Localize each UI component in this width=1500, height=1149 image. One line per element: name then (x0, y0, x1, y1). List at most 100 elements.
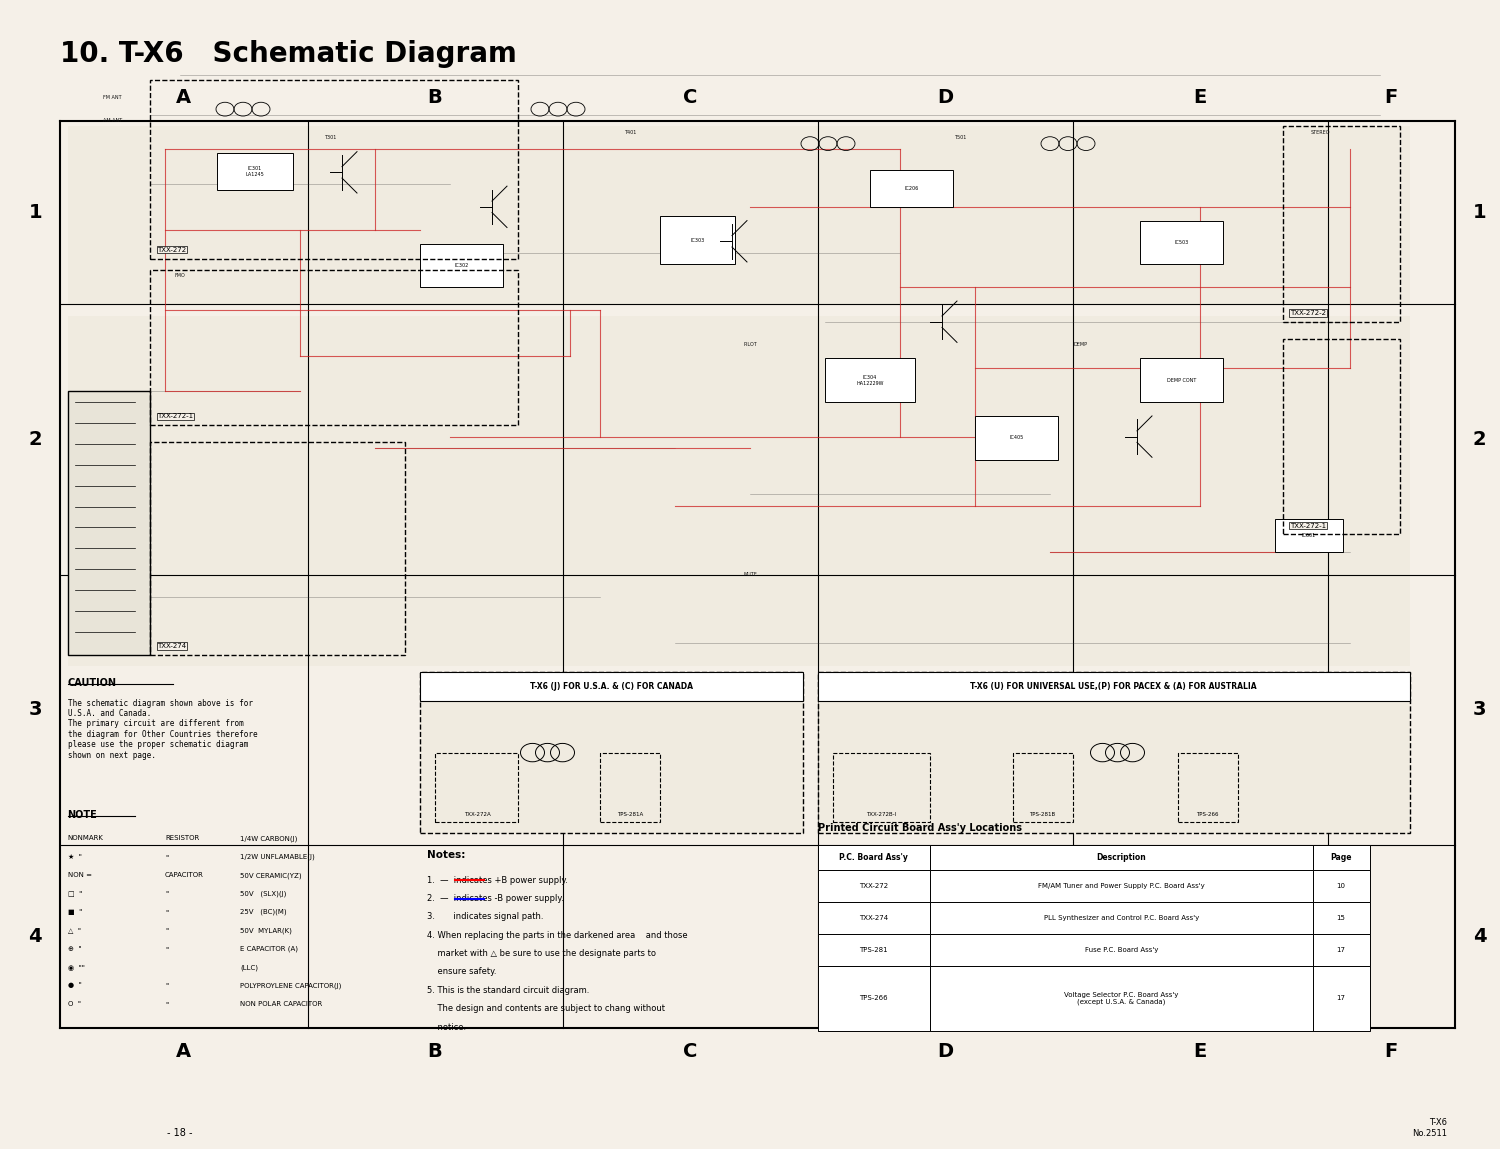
Bar (420, 244, 503, 287)
Bar (1282, 339, 1400, 534)
Text: AM ANT: AM ANT (104, 118, 122, 123)
Text: C: C (682, 1042, 698, 1062)
Text: IC303: IC303 (690, 238, 705, 242)
Text: 4: 4 (28, 927, 42, 946)
Text: DEMP CONT: DEMP CONT (1167, 378, 1196, 383)
Text: A: A (176, 1042, 192, 1062)
Text: IC601: IC601 (1302, 533, 1316, 538)
Text: TXX-272-1: TXX-272-1 (158, 414, 194, 419)
Text: Voltage Selector P.C. Board Ass'y
(except U.S.A. & Canada): Voltage Selector P.C. Board Ass'y (excep… (1064, 992, 1179, 1005)
Text: ": " (165, 946, 168, 951)
Text: 5. This is the standard circuit diagram.: 5. This is the standard circuit diagram. (427, 986, 590, 995)
Text: The design and contents are subject to chang without: The design and contents are subject to c… (427, 1004, 666, 1013)
Text: ensure safety.: ensure safety. (427, 967, 496, 977)
Text: ": " (165, 927, 168, 933)
Text: NON =: NON = (68, 872, 92, 878)
Text: 2: 2 (28, 430, 42, 449)
Text: (LLC): (LLC) (240, 964, 258, 971)
Bar (600, 753, 660, 822)
Text: E: E (1194, 1042, 1206, 1062)
Text: DEMP: DEMP (1072, 342, 1088, 347)
Text: 50V  MYLAR(K): 50V MYLAR(K) (240, 927, 292, 934)
Bar (1312, 902, 1370, 934)
Text: 1: 1 (28, 203, 42, 222)
Text: ★  ": ★ " (68, 854, 81, 859)
Text: △  ": △ " (68, 927, 81, 933)
Text: F: F (1384, 87, 1398, 107)
Text: The schematic diagram shown above is for
U.S.A. and Canada.
The primary circuit : The schematic diagram shown above is for… (68, 699, 256, 759)
Text: NONMARK: NONMARK (68, 835, 104, 841)
Text: notice.: notice. (427, 1023, 466, 1032)
Text: FM ANT: FM ANT (104, 95, 122, 100)
Text: 1/2W UNFLAMABLE(J): 1/2W UNFLAMABLE(J) (240, 854, 315, 861)
Text: FMO: FMO (174, 273, 186, 278)
Text: □  ": □ " (68, 890, 81, 896)
Text: Fuse P.C. Board Ass'y: Fuse P.C. Board Ass'y (1084, 947, 1158, 954)
Text: IC405: IC405 (1010, 435, 1023, 440)
Text: TXX-272A: TXX-272A (464, 812, 490, 817)
Text: A: A (176, 87, 192, 107)
Text: P.C. Board Ass'y: P.C. Board Ass'y (840, 853, 908, 862)
Bar (150, 80, 518, 259)
Text: NON POLAR CAPACITOR: NON POLAR CAPACITOR (240, 1001, 322, 1007)
Text: Page: Page (1330, 853, 1352, 862)
Bar (420, 672, 802, 701)
Bar (68, 126, 1410, 304)
Bar (1178, 753, 1238, 822)
Bar (150, 442, 405, 655)
Text: 1: 1 (1473, 203, 1486, 222)
Text: TPS-281A: TPS-281A (616, 812, 644, 817)
Text: 2.  —  indicates -B power supply.: 2. — indicates -B power supply. (427, 894, 564, 903)
Text: B: B (427, 1042, 442, 1062)
Text: E: E (1194, 87, 1206, 107)
Text: 3: 3 (1473, 700, 1486, 719)
Text: TXX-272-2: TXX-272-2 (1290, 310, 1326, 316)
Bar (930, 870, 1312, 902)
Text: IC206: IC206 (904, 186, 918, 191)
Text: 15: 15 (1336, 915, 1346, 921)
Text: T-X6 (U) FOR UNIVERSAL USE,(P) FOR PACEX & (A) FOR AUSTRALIA: T-X6 (U) FOR UNIVERSAL USE,(P) FOR PACEX… (970, 683, 1257, 691)
Text: PILOT: PILOT (742, 342, 758, 347)
Text: CAUTION: CAUTION (68, 678, 117, 688)
Bar (818, 870, 930, 902)
Text: TXX-272B-I: TXX-272B-I (865, 812, 897, 817)
Text: T-X6 (J) FOR U.S.A. & (C) FOR CANADA: T-X6 (J) FOR U.S.A. & (C) FOR CANADA (530, 683, 693, 691)
Text: TXX-272: TXX-272 (859, 882, 888, 889)
Text: E CAPACITOR (A): E CAPACITOR (A) (240, 946, 298, 953)
Text: C: C (682, 87, 698, 107)
Bar (818, 845, 930, 870)
Bar (1312, 845, 1370, 870)
Text: IC301
LA1245: IC301 LA1245 (246, 165, 264, 177)
Bar (1275, 519, 1342, 552)
Text: D: D (938, 1042, 952, 1062)
Text: O  ": O " (68, 1001, 81, 1007)
Text: PLL Synthesizer and Control P.C. Board Ass'y: PLL Synthesizer and Control P.C. Board A… (1044, 915, 1199, 921)
Bar (930, 845, 1312, 870)
Text: 2: 2 (1473, 430, 1486, 449)
Bar (930, 966, 1312, 1031)
Bar (68, 391, 150, 655)
Text: POLYPROYLENE CAPACITOR(J): POLYPROYLENE CAPACITOR(J) (240, 982, 342, 989)
Text: 1/4W CARBON(J): 1/4W CARBON(J) (240, 835, 297, 842)
Text: ": " (165, 890, 168, 896)
Text: TXX-272-1: TXX-272-1 (1290, 523, 1326, 529)
Text: F: F (1384, 1042, 1398, 1062)
Text: market with △ be sure to use the designate parts to: market with △ be sure to use the designa… (427, 949, 657, 958)
Text: 17: 17 (1336, 995, 1346, 1002)
Text: TPS-266: TPS-266 (1197, 812, 1218, 817)
Bar (930, 902, 1312, 934)
Bar (818, 966, 930, 1031)
Text: TPS-266: TPS-266 (859, 995, 888, 1002)
Text: 17: 17 (1336, 947, 1346, 954)
Bar (1312, 934, 1370, 966)
Text: ": " (165, 1001, 168, 1007)
Bar (1312, 870, 1370, 902)
Text: ": " (165, 909, 168, 915)
Text: Description: Description (1096, 853, 1146, 862)
Text: ●  ": ● " (68, 982, 81, 988)
Text: 10. T-X6   Schematic Diagram: 10. T-X6 Schematic Diagram (60, 40, 518, 68)
Text: 50V CERAMIC(YZ): 50V CERAMIC(YZ) (240, 872, 302, 879)
Text: Notes:: Notes: (427, 850, 466, 861)
Bar (420, 672, 802, 833)
Text: 4: 4 (1473, 927, 1486, 946)
